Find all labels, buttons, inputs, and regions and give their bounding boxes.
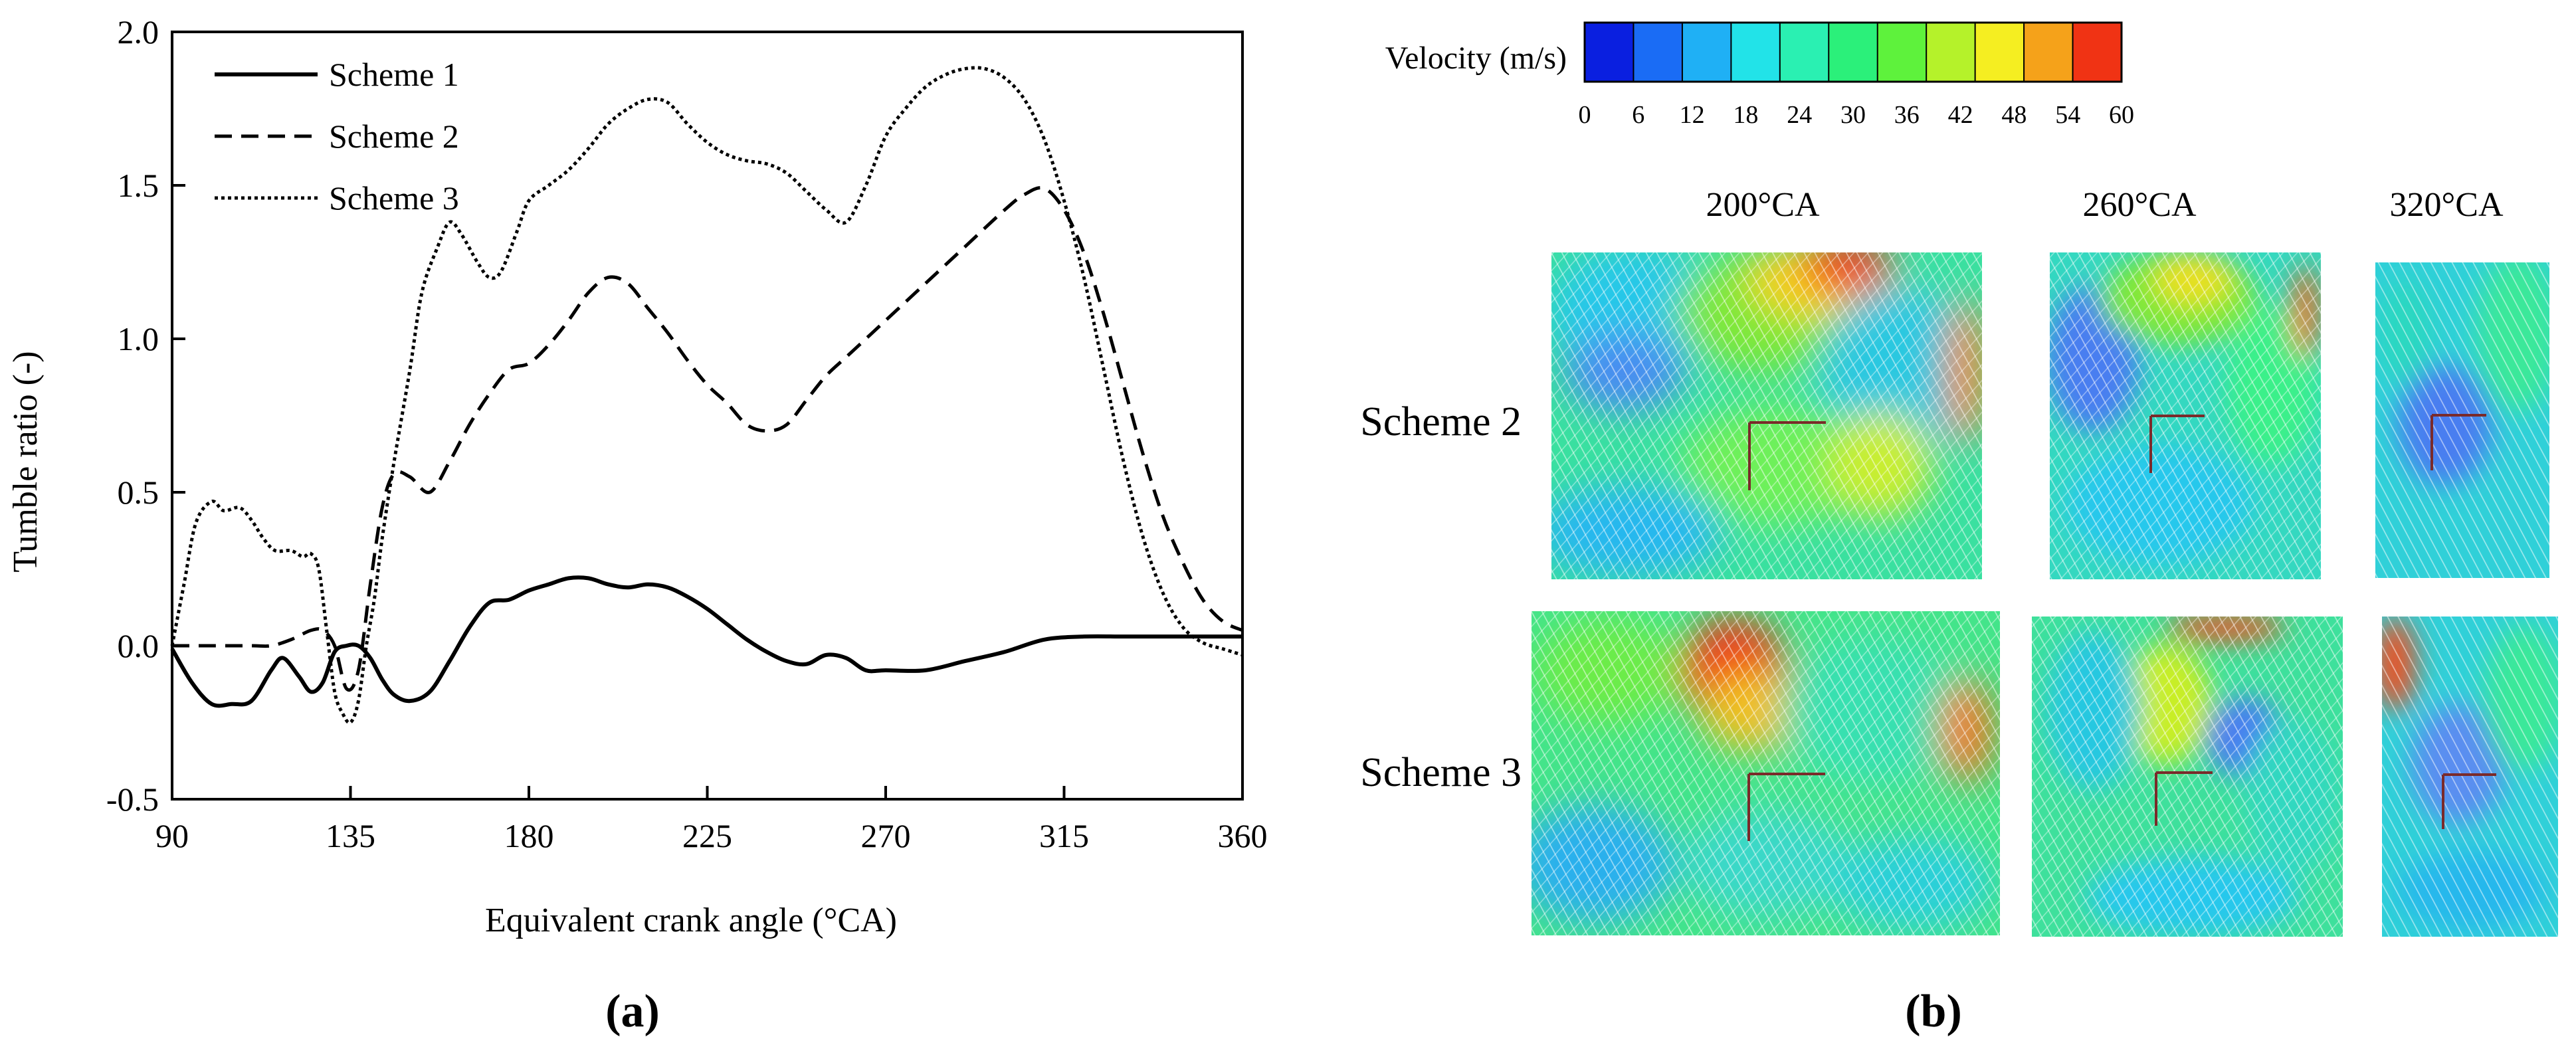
y-tick-label: 0.5: [118, 474, 159, 511]
y-tick-label: 1.0: [118, 320, 159, 357]
colorbar-frame: [1583, 21, 2123, 83]
series-line-scheme-3: [170, 66, 1243, 725]
colorbar-swatch: [1828, 22, 1879, 82]
y-tick-label: 2.0: [118, 13, 159, 50]
x-tick-label: 270: [861, 817, 911, 854]
column-header-200: 200°CA: [1706, 186, 1819, 224]
velocity-field-panel: Velocity (m/s) 0 6 12 18 24 30 36 42 48 54 60 200°…: [1360, 21, 2558, 1037]
legend: Scheme 1 Scheme 2 Scheme 3: [215, 56, 459, 217]
y-tick-label: -0.5: [106, 781, 159, 818]
colorbar-swatch: [1926, 22, 1977, 82]
series-line-scheme-1: [170, 575, 1242, 708]
colorbar-swatch: [1876, 22, 1928, 82]
y-tick-labels: -0.5 0.0 0.5 1.0 1.5 2.0: [106, 13, 159, 818]
row-label-scheme-3: Scheme 3: [1360, 750, 1522, 795]
tumble-ratio-chart: Tumble ratio (-) Equivalent crank angle …: [7, 13, 1268, 1037]
x-tick-label: 225: [682, 817, 732, 854]
panel-label-a: (a): [605, 986, 660, 1037]
colorbar-tick-label: 48: [2001, 101, 2027, 129]
series-line-scheme-2: [172, 186, 1244, 692]
colorbar-tick-label: 30: [1840, 101, 1866, 129]
legend-label: Scheme 1: [329, 56, 459, 93]
colorbar-swatch: [1584, 22, 1635, 82]
colorbar-swatch: [1633, 22, 1684, 82]
x-tick-labels: 90 135 180 225 270 315 360: [155, 817, 1268, 854]
colorbar-swatch: [1779, 22, 1830, 82]
colorbar-title: Velocity (m/s): [1385, 41, 1567, 76]
colorbar-tick-label: 0: [1579, 101, 1591, 129]
series-lines: [170, 66, 1244, 725]
x-tick-label: 360: [1218, 817, 1268, 854]
velocity-field-scheme3-260ca: [2032, 617, 2343, 937]
colorbar-tick-label: 12: [1680, 101, 1705, 129]
colorbar-tick-label: 6: [1632, 101, 1644, 129]
velocity-field-scheme3-320ca: [2382, 617, 2558, 937]
colorbar-tick-label: 54: [2055, 101, 2080, 129]
colorbar-swatch: [1730, 22, 1781, 82]
legend-label: Scheme 3: [329, 179, 459, 217]
colorbar-tick-label: 24: [1787, 101, 1812, 129]
colorbar-swatch: [2072, 22, 2123, 82]
colorbar-tick-labels: 0 6 12 18 24 30 36 42 48 54 60: [1579, 101, 2135, 129]
velocity-field-scheme2-200ca: [1551, 252, 1982, 579]
colorbar-tick-label: 36: [1894, 101, 1920, 129]
colorbar-swatch: [2023, 22, 2074, 82]
velocity-field-scheme2-320ca: [2375, 262, 2549, 578]
panel-label-b: (b): [1905, 986, 1962, 1037]
colorbar-tick-label: 60: [2109, 101, 2134, 129]
x-axis-label: Equivalent crank angle (°CA): [485, 902, 897, 939]
colorbar-tick-label: 18: [1733, 101, 1758, 129]
colorbar: [1583, 21, 2123, 83]
colorbar-swatch: [1974, 22, 2025, 82]
plot-frame: [171, 31, 1244, 801]
row-label-scheme-2: Scheme 2: [1360, 399, 1522, 444]
velocity-field-scheme3-200ca: [1532, 611, 2000, 935]
x-tick-label: 315: [1039, 817, 1089, 854]
y-axis-label: Tumble ratio (-): [7, 351, 45, 572]
legend-label: Scheme 2: [329, 118, 459, 155]
colorbar-tick-label: 42: [1948, 101, 1973, 129]
x-tick-label: 135: [326, 817, 375, 854]
column-header-320: 320°CA: [2389, 186, 2503, 224]
x-tick-label: 180: [504, 817, 554, 854]
x-tick-label: 90: [155, 817, 189, 854]
column-header-260: 260°CA: [2082, 186, 2196, 224]
y-tick-label: 1.5: [118, 167, 159, 204]
y-tick-label: 0.0: [118, 627, 159, 664]
velocity-field-scheme2-260ca: [2050, 252, 2321, 579]
colorbar-swatch: [1681, 22, 1732, 82]
